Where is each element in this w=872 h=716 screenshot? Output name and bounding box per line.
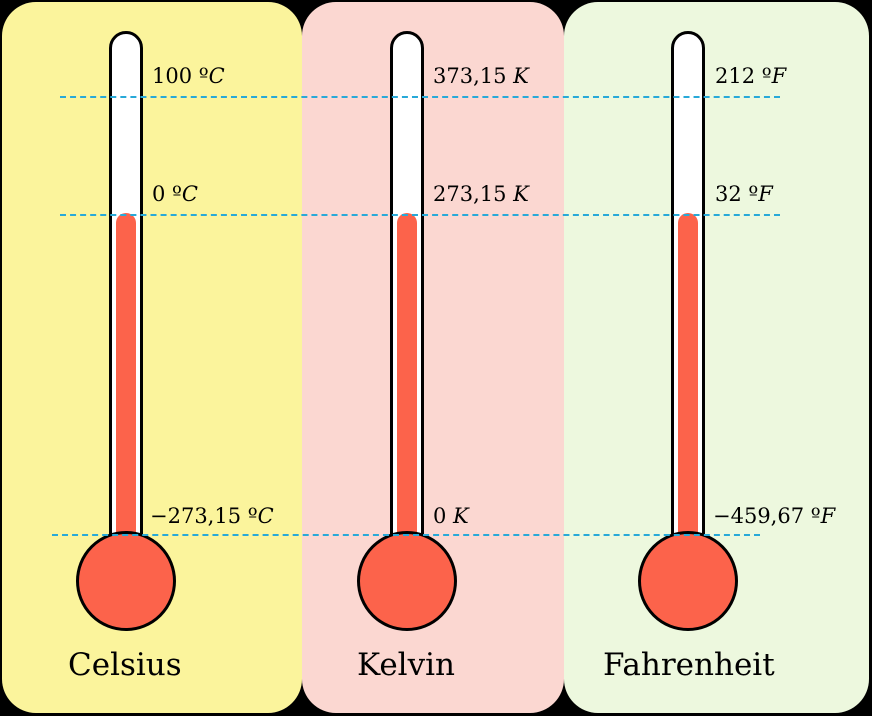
fahrenheit-freezing-label: 32 ºF (715, 182, 773, 206)
celsius-title: Celsius (68, 647, 182, 683)
celsius-absolute-zero-label: −273,15 ºC (150, 504, 274, 528)
kelvin-absolute-zero-label: 0 K (433, 504, 469, 528)
celsius-thermometer (76, 31, 176, 631)
kelvin-boiling-label: 373,15 K (433, 64, 529, 88)
celsius-boiling-label: 100 ºC (152, 64, 225, 88)
mercury-column (397, 213, 417, 613)
absolute-zero-guide-line (52, 534, 760, 536)
mercury-column (678, 213, 698, 613)
thermometer-bulb (357, 531, 457, 631)
fahrenheit-thermometer (638, 31, 738, 631)
boiling-point-guide-line (60, 96, 780, 98)
freezing-point-guide-line (60, 214, 780, 216)
fahrenheit-boiling-label: 212 ºF (715, 64, 787, 88)
thermometer-bulb (638, 531, 738, 631)
kelvin-title: Kelvin (357, 647, 455, 683)
fahrenheit-title: Fahrenheit (603, 647, 775, 683)
celsius-freezing-label: 0 ºC (152, 182, 198, 206)
mercury-column (116, 213, 136, 613)
thermometer-bulb (76, 531, 176, 631)
fahrenheit-absolute-zero-label: −459,67 ºF (713, 504, 836, 528)
kelvin-freezing-label: 273,15 K (433, 182, 529, 206)
kelvin-thermometer (357, 31, 457, 631)
